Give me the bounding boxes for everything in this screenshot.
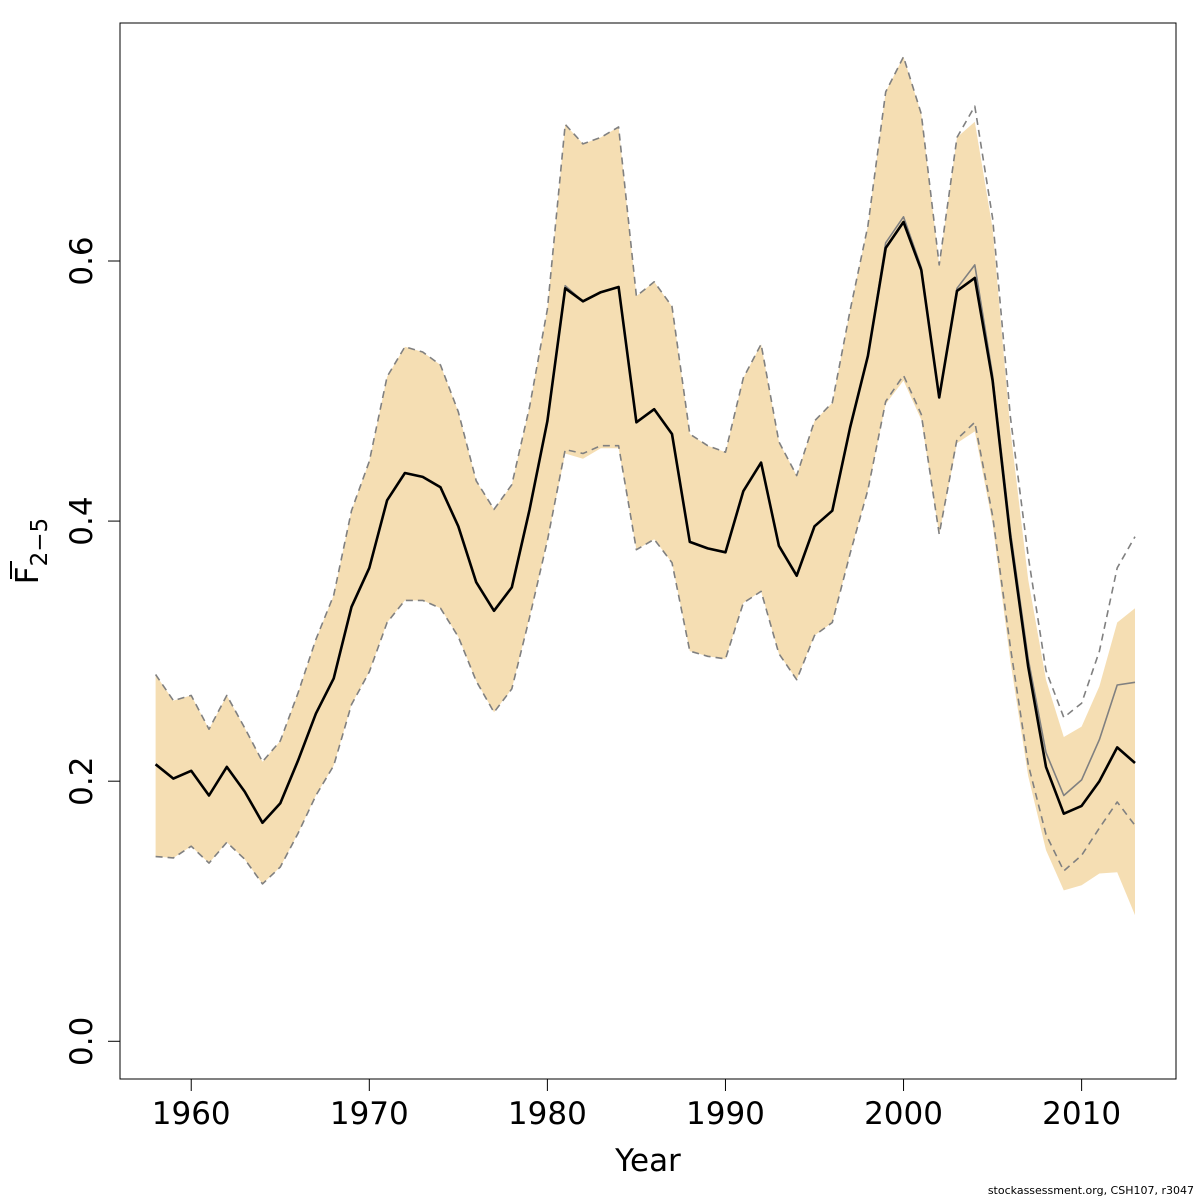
x-tick-label: 1990 — [686, 1096, 765, 1132]
y-tick-label: 0.4 — [64, 496, 100, 545]
x-axis: 1960 1970 1980 1990 2000 2010 — [152, 1078, 1121, 1132]
confidence-band — [155, 56, 1136, 916]
series-line-previous-lower — [155, 374, 1136, 885]
x-axis-title: Year — [614, 1143, 681, 1179]
y-tick-label: 0.6 — [64, 236, 100, 285]
x-tick-label: 1980 — [508, 1096, 587, 1132]
confidence-band-layer — [155, 56, 1136, 916]
credit-text: stockassessment.org, CSH107, r3047 — [987, 1184, 1194, 1197]
y-tick-label: 0.2 — [64, 757, 100, 806]
y-axis-title: F2−5 — [10, 518, 53, 584]
y-tick-label: 0.0 — [64, 1017, 100, 1066]
y-axis-title-main: F — [10, 566, 46, 584]
series-line-previous-upper — [154, 55, 1136, 763]
svg-text:F2−5: F2−5 — [10, 518, 53, 584]
series-line-estimate — [154, 220, 1136, 825]
series-layer — [154, 55, 1136, 885]
y-axis-title-subscript: 2−5 — [27, 518, 53, 567]
x-tick-label: 2000 — [864, 1096, 943, 1132]
x-tick-label: 2010 — [1042, 1096, 1121, 1132]
x-tick-label: 1960 — [152, 1096, 231, 1132]
x-tick-label: 1970 — [330, 1096, 409, 1132]
y-axis: 0.0 0.2 0.4 0.6 — [64, 236, 121, 1066]
